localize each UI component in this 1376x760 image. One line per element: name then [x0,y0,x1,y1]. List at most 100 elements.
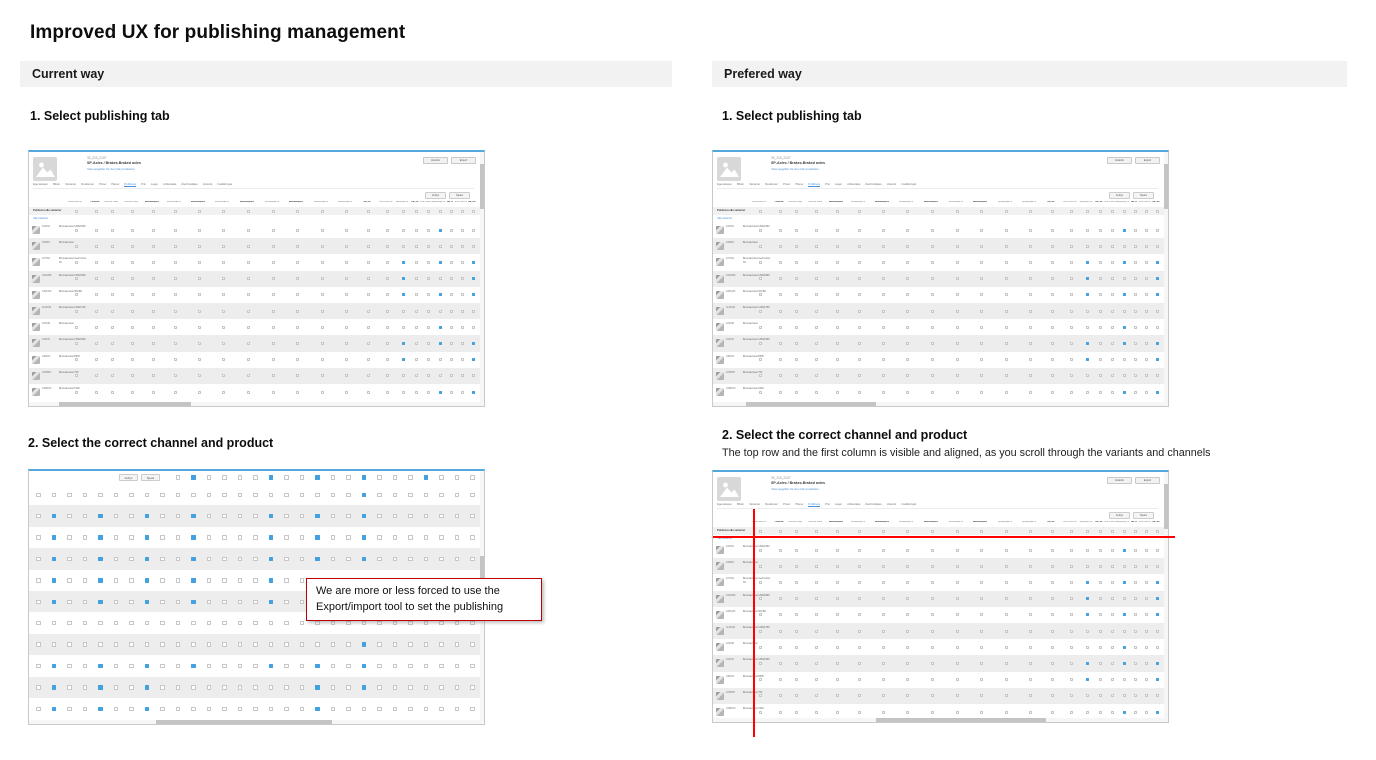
product-name: SP-Axles / Brakes-Braked axles [771,481,825,485]
publish-checkbox [1099,678,1102,682]
publish-checkbox-checked [1156,678,1159,682]
publish-checkbox [1029,374,1032,378]
publish-checkbox [461,277,464,281]
publish-checkbox-checked [51,535,56,540]
publish-checkbox [980,358,983,362]
publish-checkbox [1005,548,1008,552]
publish-checkbox [759,661,762,665]
publish-checkbox [423,492,428,497]
product-thumbnail [32,371,40,380]
product-thumbnail [716,675,724,684]
publish-checkbox-checked [361,663,366,669]
screenshot-current-publishing-tab[interactable]: 30_210_2107 SP-Axles / Brakes-Braked axle… [28,150,485,407]
publish-checkbox [377,535,382,540]
publish-checkbox [906,244,909,248]
publish-checkbox [1051,548,1054,552]
publish-checkbox [931,529,934,533]
publish-checkbox [759,678,762,682]
publish-checkbox-checked [144,556,149,562]
publish-checkbox [882,629,885,633]
publish-checkbox [1099,358,1102,362]
product-thumbnail [716,339,724,348]
publish-checkbox [175,535,180,540]
publish-checkbox [346,620,351,626]
publish-checkbox [402,244,405,248]
publish-checkbox [815,374,818,378]
callout-box[interactable]: We are more or less forced to use the Ex… [306,578,542,621]
publish-checkbox [237,663,242,669]
publish-checkbox [1134,710,1137,714]
publish-checkbox [296,293,299,297]
horizontal-scrollbar-thumb[interactable] [876,718,1046,722]
channel-header: BrandSwipeOn_NO [924,201,938,203]
publish-checkbox [795,629,798,633]
publish-checkbox [795,645,798,649]
publish-checkbox [439,374,442,378]
publish-checkbox [284,642,289,647]
tab-item: Varianter [749,182,761,186]
channel-header: Collector Global [788,521,802,523]
publish-checkbox [906,341,909,345]
publish-checkbox [882,678,885,682]
publish-checkbox [1111,661,1114,665]
vertical-scrollbar-thumb[interactable] [1164,484,1168,529]
screenshot-preferred-channel-grid[interactable]: 30_210_2107 SP-Axles / Brakes-Braked axle… [712,470,1169,723]
product-name-cell: Bromsad axel 1400/1700 [743,306,770,309]
step2-title-current: 2. Select the correct channel and produc… [28,436,274,450]
publish-checkbox [906,564,909,568]
product-thumbnail [716,274,724,283]
publish-checkbox [129,513,134,519]
publish-checkbox [795,341,798,345]
publish-checkbox [392,492,397,497]
publish-checkbox [1070,645,1073,649]
publish-checkbox [367,358,370,362]
publish-checkbox [470,685,475,690]
product-sku: 1098210 [726,387,736,390]
publish-checkbox [815,209,818,213]
publish-checkbox [111,228,114,232]
horizontal-scrollbar-thumb[interactable] [746,402,876,406]
publish-checkbox [198,341,201,345]
publish-checkbox [795,209,798,213]
product-image-placeholder-icon [33,157,57,181]
publish-checkbox [98,642,103,647]
publish-checkbox [906,597,909,601]
publish-checkbox [858,244,861,248]
publish-checkbox [386,277,389,281]
channel-header: BrandSwipeOn Norway [949,201,963,203]
publish-checkbox-checked [144,685,149,690]
publish-checkbox [82,556,87,562]
tab-item: Artikeldata [163,182,177,186]
publish-checkbox [253,535,258,540]
vertical-scrollbar-thumb[interactable] [1164,164,1168,209]
step2-note-preferred: The top row and the first column is visi… [722,447,1211,459]
publish-checkbox [1005,678,1008,682]
horizontal-scrollbar-thumb[interactable] [156,720,332,724]
publish-checkbox-checked [361,492,366,497]
product-sku: 103348 [726,322,734,326]
publish-checkbox [815,260,818,264]
publish-checkbox [1051,390,1054,394]
publish-checkbox [272,228,275,232]
publish-checkbox-checked [1086,661,1089,665]
publish-checkbox [284,556,289,562]
publish-checkbox [815,548,818,552]
channel-header: B2B Portal DE [1063,521,1077,523]
vertical-scrollbar-thumb[interactable] [480,164,484,209]
publish-checkbox [299,492,304,497]
header-button: Historik [1107,157,1132,164]
publish-checkbox [1099,548,1102,552]
publish-checkbox [423,535,428,540]
channel-header: DB_DE [363,201,371,203]
publish-checkbox [174,309,177,313]
publish-checkbox [1005,309,1008,313]
publish-checkbox [1099,629,1102,633]
screenshot-preferred-publishing-tab[interactable]: 30_210_2107 SP-Axles / Brakes-Braked axle… [712,150,1169,407]
horizontal-scrollbar-thumb[interactable] [59,402,191,406]
publish-checkbox [346,663,351,669]
publish-checkbox [222,513,227,519]
channel-header: B2B Portal DK [1104,201,1118,203]
publish-checkbox [1145,260,1148,264]
publish-checkbox [1029,564,1032,568]
publish-checkbox [377,685,382,690]
